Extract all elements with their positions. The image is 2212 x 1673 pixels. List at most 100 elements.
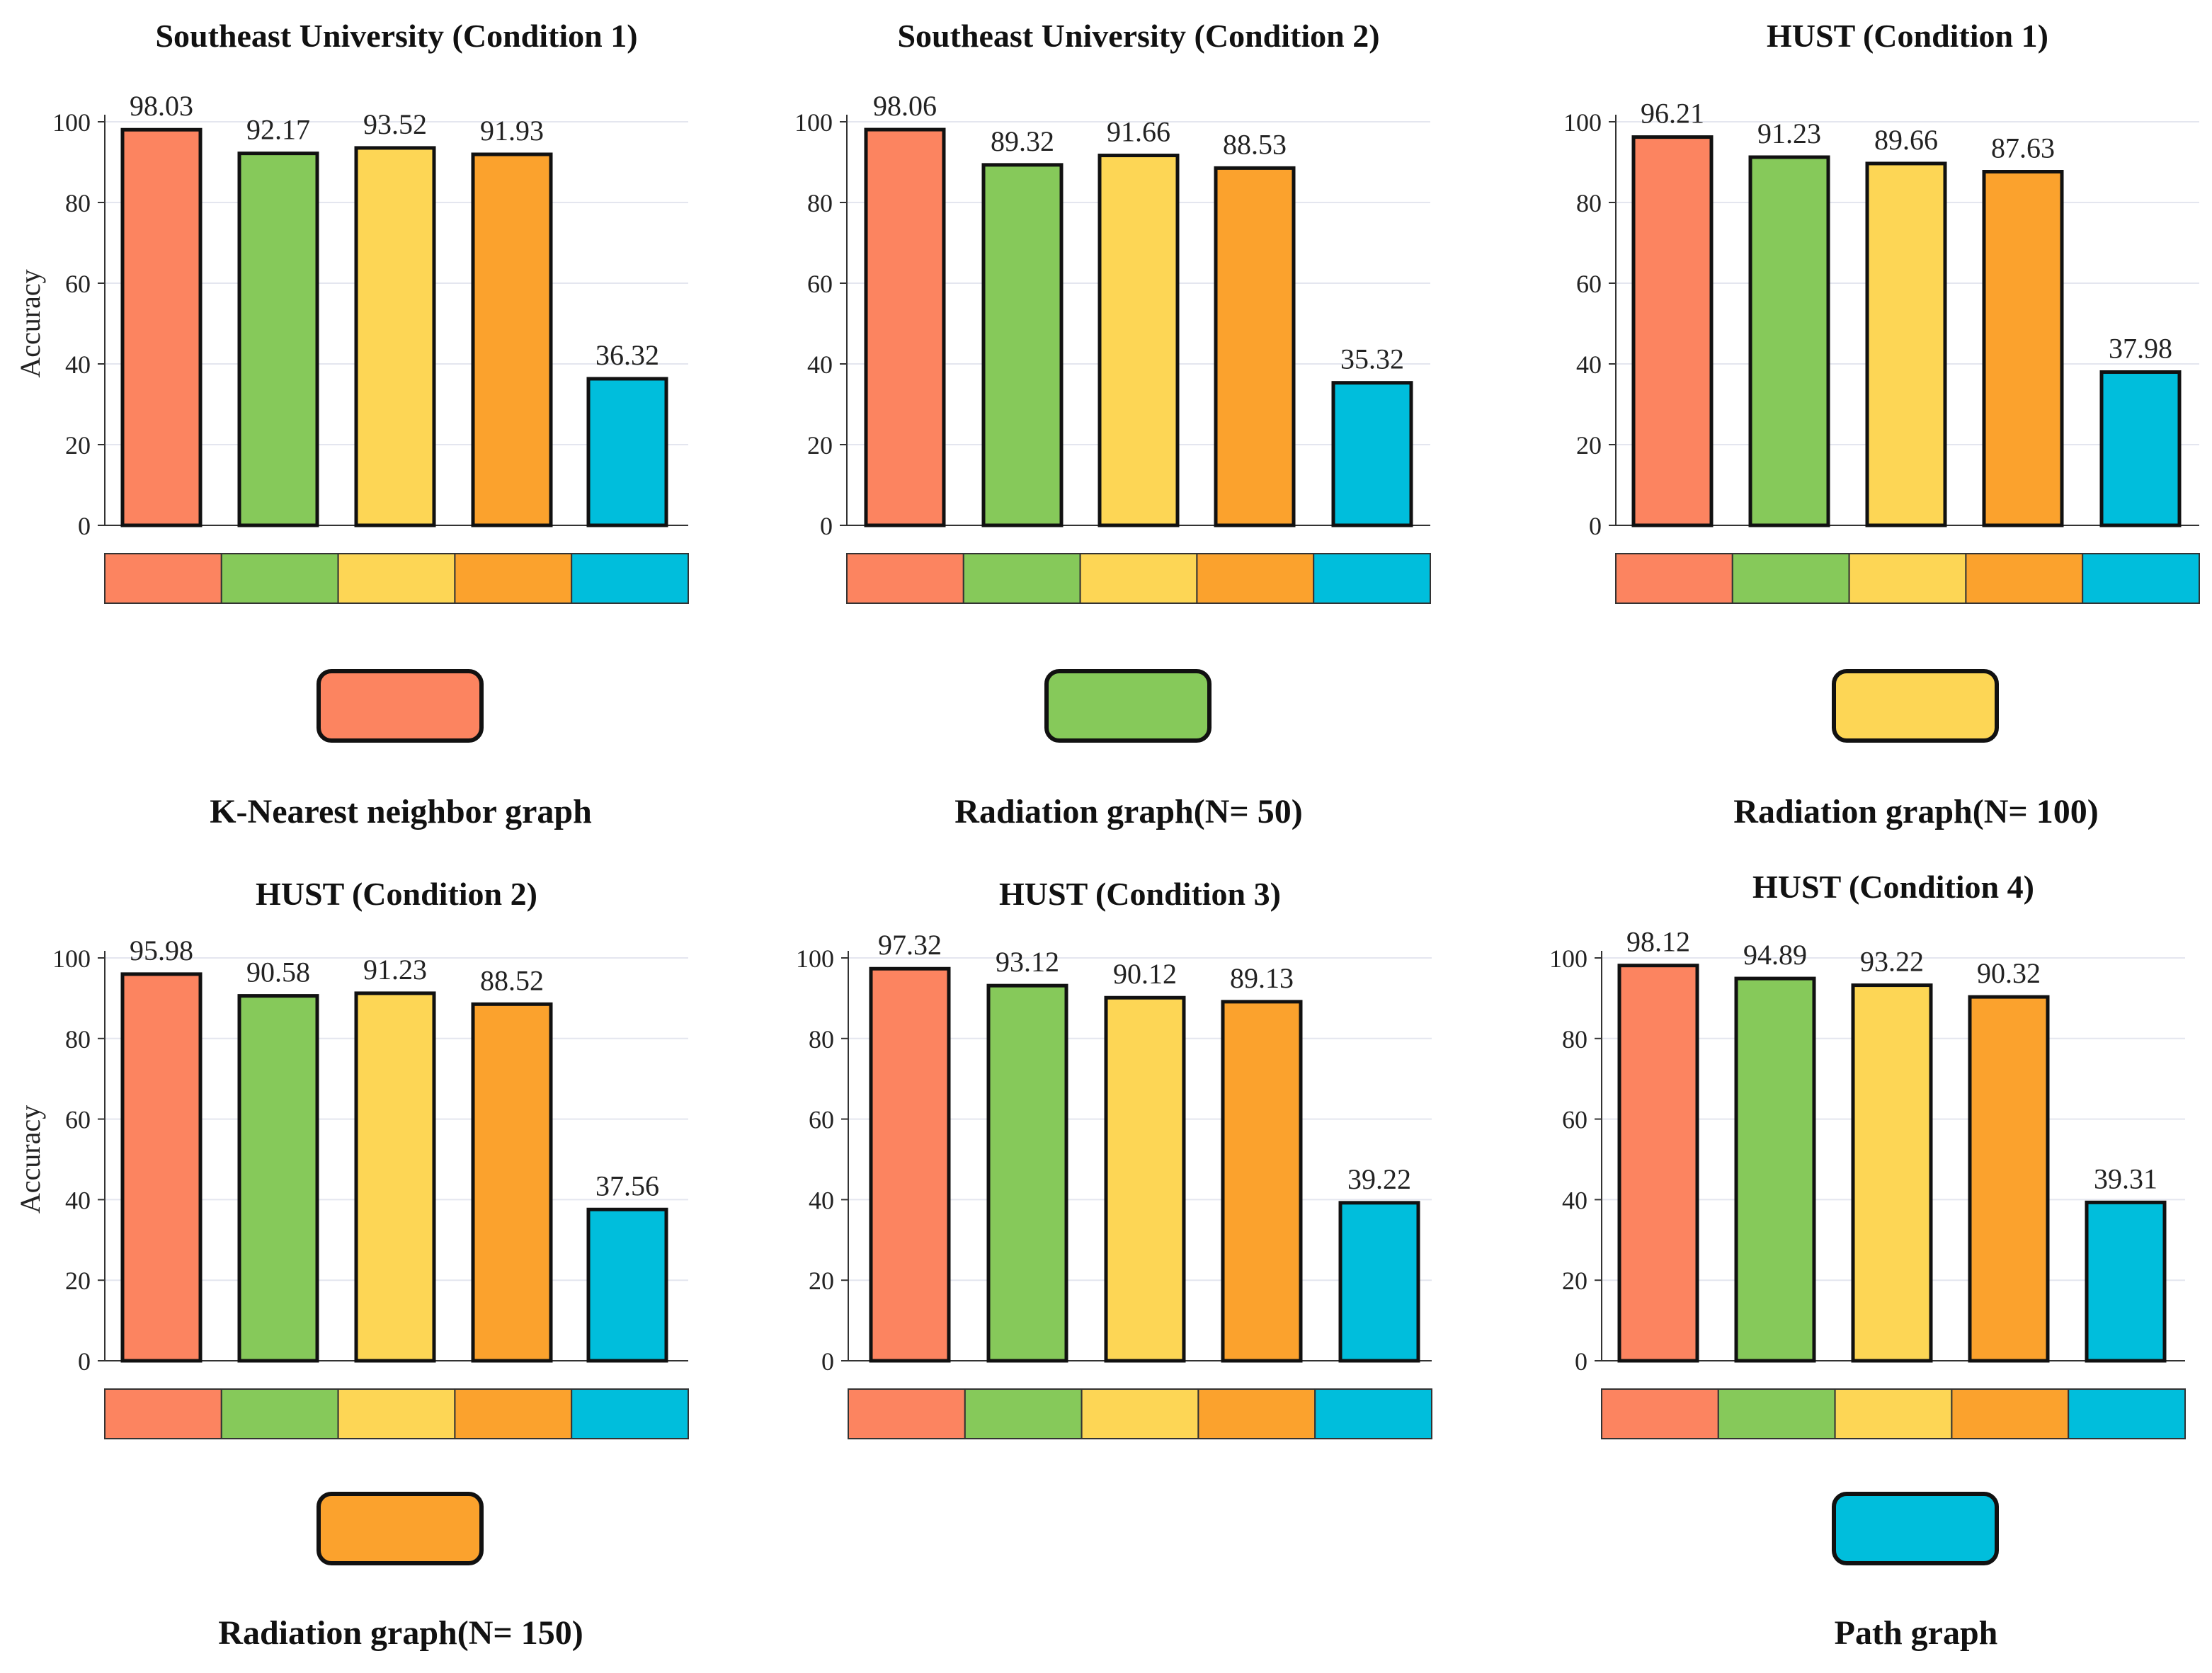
data-label: 90.32 bbox=[1977, 957, 2041, 989]
y-tick-label: 20 bbox=[809, 1267, 834, 1295]
bar-3 bbox=[1104, 995, 1186, 1363]
y-tick-label: 100 bbox=[1549, 944, 1587, 973]
bar-5 bbox=[586, 1207, 668, 1363]
y-tick-label: 80 bbox=[1562, 1025, 1587, 1054]
y-tick-label: 0 bbox=[78, 512, 91, 540]
bar-2 bbox=[981, 163, 1064, 527]
y-tick-label: 20 bbox=[65, 1267, 91, 1295]
bar-1 bbox=[864, 127, 946, 527]
chart-panel-4: HUST (Condition 2) 0 20 40 60 80 100 Accuracy 95… bbox=[14, 876, 690, 1439]
bar-1 bbox=[120, 972, 203, 1363]
bar-1 bbox=[869, 966, 951, 1363]
color-strip-segment bbox=[848, 1388, 966, 1439]
bar-5 bbox=[586, 377, 668, 527]
legend-swatch bbox=[1044, 669, 1212, 743]
bar-5 bbox=[1338, 1201, 1420, 1363]
bar-2 bbox=[1748, 155, 1830, 527]
y-tick-label: 100 bbox=[1563, 108, 1602, 137]
legend-swatch bbox=[1832, 1492, 1999, 1565]
y-tick-label: 60 bbox=[65, 1106, 91, 1134]
y-tick-label: 20 bbox=[65, 431, 91, 459]
color-strip-segment bbox=[1848, 553, 1967, 604]
bar-4 bbox=[471, 152, 553, 527]
bar-1 bbox=[120, 127, 203, 527]
y-tick-label: 40 bbox=[809, 1186, 834, 1214]
data-label: 91.23 bbox=[1757, 118, 1821, 149]
y-tick-label: 40 bbox=[1576, 350, 1602, 379]
bar-3 bbox=[354, 146, 436, 527]
y-tick-label: 40 bbox=[1562, 1186, 1587, 1214]
color-strip-segment bbox=[1731, 553, 1850, 604]
data-label: 91.66 bbox=[1107, 116, 1170, 148]
legend-label: Radiation graph(N= 100) bbox=[1733, 793, 2098, 830]
data-label: 97.32 bbox=[878, 929, 942, 961]
bar-4 bbox=[1221, 1000, 1303, 1363]
data-label: 89.66 bbox=[1874, 124, 1938, 156]
color-strip-segment bbox=[337, 553, 456, 604]
bar-4 bbox=[1214, 166, 1296, 527]
y-tick-label: 0 bbox=[1575, 1347, 1587, 1376]
y-tick-label: 40 bbox=[65, 350, 91, 379]
bar-3 bbox=[1098, 154, 1180, 527]
data-label: 91.23 bbox=[363, 954, 427, 986]
color-strip-segment bbox=[1965, 553, 2084, 604]
color-strip-segment bbox=[2082, 553, 2200, 604]
bar-5 bbox=[2099, 370, 2182, 527]
data-label: 87.63 bbox=[1991, 132, 2055, 164]
y-tick-label: 20 bbox=[807, 431, 833, 459]
chart-title: Southeast University (Condition 1) bbox=[155, 18, 637, 54]
color-strip-segment bbox=[220, 1388, 339, 1439]
y-tick-label: 100 bbox=[52, 944, 91, 973]
color-strip-segment bbox=[571, 1388, 690, 1439]
data-label: 36.32 bbox=[595, 339, 659, 371]
y-tick-label: 80 bbox=[809, 1025, 834, 1054]
color-strip-segment bbox=[2068, 1388, 2186, 1439]
data-label: 96.21 bbox=[1641, 98, 1704, 130]
color-strip-segment bbox=[962, 553, 1081, 604]
color-strip-segment bbox=[846, 553, 964, 604]
bar-4 bbox=[1968, 995, 2050, 1363]
y-axis-label: Accuracy bbox=[14, 1105, 46, 1214]
bar-2 bbox=[1734, 976, 1816, 1363]
y-tick-label: 60 bbox=[807, 270, 833, 298]
y-tick-label: 40 bbox=[807, 350, 833, 379]
chart-panel-3: HUST (Condition 1) 0 20 40 60 80 100 96.21 91.23… bbox=[1563, 18, 2200, 604]
color-strip-segment bbox=[104, 553, 222, 604]
y-tick-label: 0 bbox=[78, 1347, 91, 1376]
bar-2 bbox=[237, 994, 319, 1363]
color-strip-segment bbox=[1951, 1388, 2070, 1439]
bar-4 bbox=[1982, 170, 2064, 527]
y-tick-label: 60 bbox=[1562, 1106, 1587, 1134]
color-strip-segment bbox=[1196, 553, 1315, 604]
chart-title: HUST (Condition 2) bbox=[256, 876, 537, 912]
data-label: 93.12 bbox=[996, 946, 1059, 978]
chart-title: HUST (Condition 4) bbox=[1752, 869, 2034, 905]
legend-swatch bbox=[1832, 669, 1999, 743]
bar-1 bbox=[1617, 964, 1699, 1363]
bar-4 bbox=[471, 1002, 553, 1363]
data-label: 93.22 bbox=[1860, 946, 1924, 978]
y-tick-label: 20 bbox=[1576, 431, 1602, 459]
y-tick-label: 100 bbox=[52, 108, 91, 137]
bar-2 bbox=[237, 152, 319, 527]
color-strip-segment bbox=[220, 553, 339, 604]
y-tick-label: 60 bbox=[65, 270, 91, 298]
data-label: 35.32 bbox=[1340, 343, 1404, 375]
color-strip-segment bbox=[1079, 553, 1198, 604]
y-tick-label: 100 bbox=[794, 108, 833, 137]
color-strip-segment bbox=[571, 553, 690, 604]
color-strip-segment bbox=[1313, 553, 1431, 604]
y-tick-label: 60 bbox=[1576, 270, 1602, 298]
y-tick-label: 80 bbox=[65, 189, 91, 217]
data-label: 88.52 bbox=[480, 964, 544, 996]
legend-swatch bbox=[317, 1492, 484, 1565]
data-label: 94.89 bbox=[1743, 939, 1807, 971]
data-label: 89.32 bbox=[991, 125, 1054, 157]
chart-title: Southeast University (Condition 2) bbox=[897, 18, 1379, 54]
color-strip-segment bbox=[1834, 1388, 1953, 1439]
y-tick-label: 100 bbox=[796, 944, 834, 973]
bar-2 bbox=[986, 983, 1068, 1363]
data-label: 98.06 bbox=[873, 90, 937, 122]
bar-1 bbox=[1631, 135, 1714, 527]
bar-3 bbox=[1851, 983, 1933, 1363]
